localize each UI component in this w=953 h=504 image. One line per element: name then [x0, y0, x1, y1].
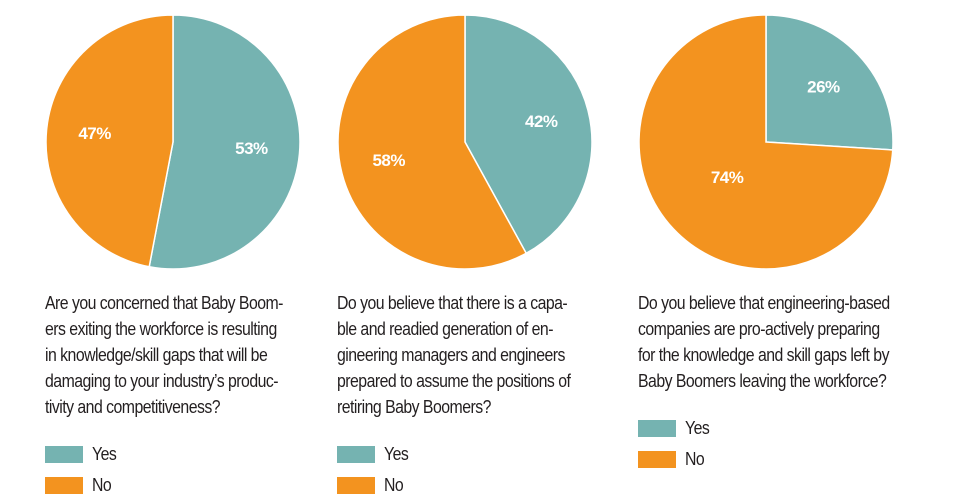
pie-slice-yes: [765, 14, 894, 151]
legend-label-no: No: [92, 474, 112, 495]
legend-swatch-yes: [337, 445, 375, 463]
legend-label-yes: Yes: [384, 443, 409, 464]
legend-label-no: No: [384, 474, 404, 495]
slice-label-no: 58%: [372, 151, 405, 170]
pie-chart-3: 26% 74%: [638, 14, 894, 270]
slice-label-yes: 42%: [525, 112, 558, 131]
legend-swatch-yes: [638, 419, 676, 437]
slice-label-no: 47%: [78, 124, 111, 143]
pie-slice-no: [638, 14, 894, 270]
legend-item-yes: Yes: [45, 441, 120, 467]
pie-slice-yes: [464, 14, 593, 255]
pie-chart-2: 42% 58%: [337, 14, 593, 270]
legend-item-yes: Yes: [337, 441, 412, 467]
survey-panel-1: 53% 47% Are you concerned that Baby Boom-…: [45, 0, 335, 504]
question-text-2: Do you believe that there is a capa- ble…: [337, 293, 571, 417]
legend-item-no: No: [337, 472, 412, 498]
legend-swatch-no: [638, 450, 676, 468]
slice-label-no: 74%: [711, 168, 744, 187]
pie-chart-1: 53% 47%: [45, 14, 301, 270]
legend-item-yes: Yes: [638, 415, 713, 441]
legend-swatch-yes: [45, 445, 83, 463]
slice-label-yes: 53%: [235, 139, 268, 158]
legend-3: Yes No: [638, 415, 713, 477]
legend-item-no: No: [45, 472, 120, 498]
question-text-1: Are you concerned that Baby Boom- ers ex…: [45, 293, 283, 417]
legend-label-no: No: [685, 448, 705, 469]
survey-panel-2: 42% 58% Do you believe that there is a ca…: [337, 0, 627, 504]
legend-item-no: No: [638, 446, 713, 472]
legend-label-yes: Yes: [685, 417, 710, 438]
question-text-3: Do you believe that engineering-based co…: [638, 293, 890, 391]
legend-swatch-no: [337, 476, 375, 494]
pie-slice-no: [337, 14, 528, 270]
legend-2: Yes No: [337, 441, 412, 503]
slice-label-yes: 26%: [807, 78, 840, 97]
legend-label-yes: Yes: [92, 443, 117, 464]
legend-swatch-no: [45, 476, 83, 494]
pie-slice-no: [45, 14, 174, 268]
survey-panel-3: 26% 74% Do you believe that engineering-b…: [638, 0, 943, 504]
legend-1: Yes No: [45, 441, 120, 503]
pie-slice-yes: [148, 14, 301, 270]
